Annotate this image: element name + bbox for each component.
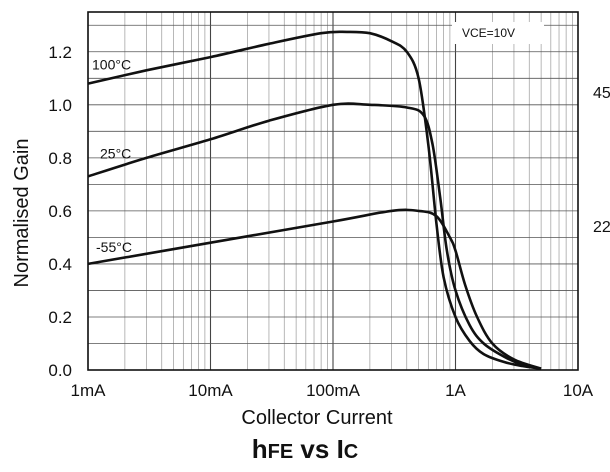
series-line-1 [87,102,542,370]
condition-label: VCE=10V [462,26,515,40]
y-tick-label: 0.0 [48,361,72,380]
title-subscript-c: C [343,441,359,463]
x-tick-label: 1A [445,381,466,400]
series-label-0: 100°C [92,57,131,73]
plot-border [87,11,579,371]
y-tick-label: 0.4 [48,255,72,274]
series-line-2 [87,208,542,370]
y-axis-label: Normalised Gain [11,139,33,288]
y-tick-label: 1.0 [48,96,72,115]
margin-label: 45 [593,85,610,102]
grid-minor [124,12,573,370]
series-label-1: 25°C [100,145,131,161]
condition-label-bg [452,22,544,44]
y-tick-labels: 0.0 0.2 0.4 0.6 0.8 1.0 1.2 [48,43,72,380]
x-tick-label: 1mA [71,381,107,400]
series-label-2: -55°C [96,239,132,255]
series-labels: 100°C 25°C -55°C [92,57,132,255]
series-lines [87,30,542,370]
margin-labels: 45 22 [593,85,610,236]
y-tick-label: 0.2 [48,308,72,327]
x-tick-label: 10A [563,381,594,400]
title-subscript-fe: FE [267,441,294,463]
x-tick-labels: 1mA 10mA 100mA 1A 10A [71,381,594,400]
grid-major [87,12,578,370]
x-tick-label: 10mA [188,381,233,400]
y-tick-label: 0.6 [48,202,72,221]
x-tick-label: 100mA [306,381,361,400]
y-tick-label: 0.8 [48,149,72,168]
chart-title: hFE vs IC [0,434,610,465]
title-main: h [251,434,268,464]
y-tick-label: 1.2 [48,43,72,62]
x-axis-label: Collector Current [241,407,393,429]
series-line-0 [87,30,542,370]
margin-label: 22 [593,219,610,236]
title-middle: vs I [293,434,344,464]
